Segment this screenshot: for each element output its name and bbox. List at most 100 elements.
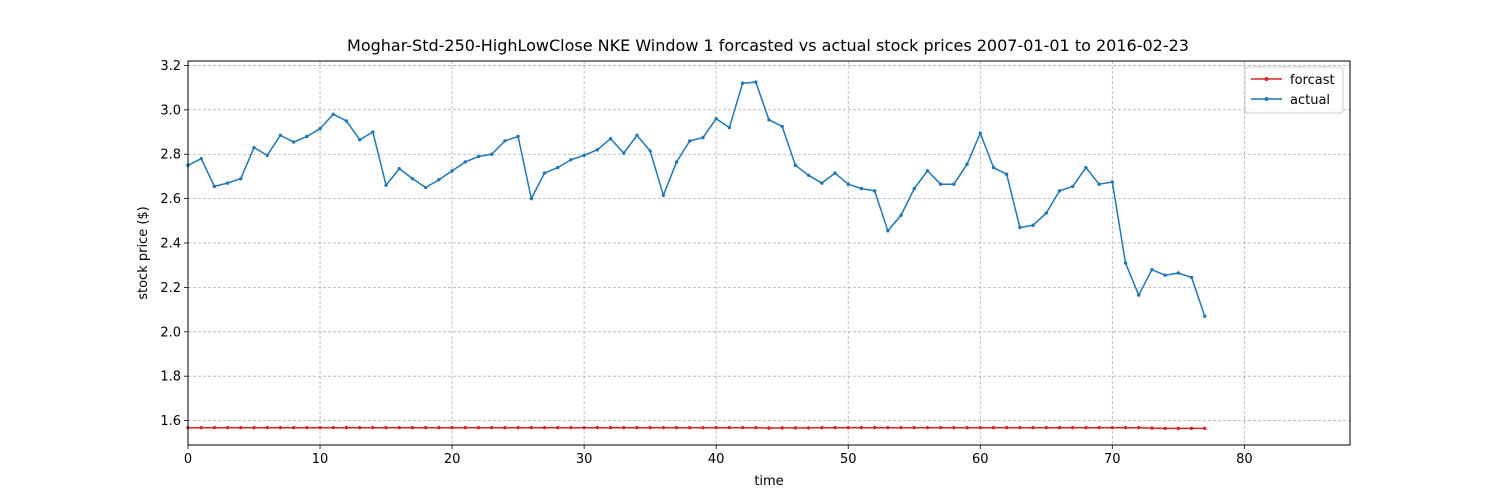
x-tick-label: 30 — [576, 452, 593, 467]
data-point-actual — [410, 176, 415, 181]
legend: forcast actual — [1244, 66, 1344, 114]
data-point-actual — [701, 135, 705, 140]
data-point-forcast — [872, 425, 877, 430]
y-tick-label: 2.6 — [160, 192, 181, 207]
data-point-forcast — [740, 425, 745, 430]
data-point-forcast — [978, 425, 982, 430]
data-point-forcast — [833, 425, 837, 430]
data-point-actual — [357, 138, 362, 142]
grid — [187, 61, 1350, 445]
data-point-actual — [516, 134, 520, 139]
data-point-actual — [767, 118, 771, 122]
ticks: 0 10 20 30 40 50 60 70 80 1.6 1.8 2.0 2.2 2.4 2.6 2.8 3.… — [160, 59, 1252, 467]
y-tick-label: 2.2 — [160, 281, 181, 296]
data-point-actual — [1057, 189, 1062, 193]
data-point-actual — [490, 152, 494, 156]
data-point-actual — [542, 171, 547, 175]
data-point-forcast — [569, 425, 573, 430]
data-point-actual — [780, 124, 784, 129]
data-point-forcast — [516, 425, 520, 430]
data-point-forcast — [291, 425, 296, 430]
data-point-forcast — [780, 426, 784, 430]
legend-forcast-label: forcast — [1290, 73, 1335, 88]
data-point-forcast — [701, 425, 705, 430]
data-point-forcast — [767, 426, 771, 430]
data-point-actual — [622, 151, 626, 155]
data-point-forcast — [846, 425, 850, 430]
data-point-forcast — [886, 425, 890, 430]
data-point-actual — [437, 178, 441, 182]
data-point-forcast — [225, 425, 230, 430]
series-line-forcast — [188, 426, 1205, 430]
data-point-forcast — [1189, 426, 1194, 431]
data-point-forcast — [727, 425, 732, 430]
y-axis-label: stock price ($) — [136, 206, 151, 300]
data-point-forcast — [503, 425, 507, 430]
data-point-forcast — [661, 425, 666, 430]
series-actual — [186, 80, 1207, 318]
data-point-forcast — [1031, 425, 1035, 430]
data-point-actual — [1110, 180, 1115, 184]
data-point-actual — [1137, 293, 1141, 297]
data-point-actual — [318, 126, 322, 131]
series-layer — [186, 80, 1207, 431]
data-point-actual — [688, 139, 692, 143]
data-point-forcast — [239, 425, 243, 430]
data-point-actual — [225, 181, 230, 185]
data-point-actual — [886, 229, 890, 233]
data-point-actual — [199, 156, 203, 161]
data-point-actual — [912, 186, 916, 191]
data-point-actual — [463, 160, 467, 164]
data-point-actual — [239, 176, 243, 181]
data-point-forcast — [674, 425, 679, 430]
y-tick-label: 2.4 — [160, 237, 181, 252]
data-point-forcast — [318, 425, 322, 430]
data-point-forcast — [437, 425, 441, 430]
data-point-forcast — [1137, 425, 1141, 430]
data-point-actual — [569, 158, 573, 162]
data-point-forcast — [806, 426, 811, 430]
data-point-actual — [212, 184, 217, 189]
data-point-forcast — [357, 425, 362, 430]
data-point-forcast — [344, 425, 349, 430]
data-point-forcast — [608, 425, 613, 430]
data-point-actual — [635, 133, 639, 138]
legend-actual-label: actual — [1290, 93, 1330, 108]
data-point-actual — [423, 185, 428, 190]
data-point-forcast — [1123, 425, 1128, 430]
data-point-forcast — [1097, 425, 1101, 430]
data-point-forcast — [1044, 425, 1048, 430]
data-point-forcast — [556, 425, 560, 430]
data-point-actual — [859, 186, 864, 191]
data-point-forcast — [622, 425, 626, 430]
data-point-actual — [793, 163, 798, 168]
data-point-actual — [991, 165, 996, 170]
data-point-forcast — [1071, 425, 1075, 430]
data-point-forcast — [938, 425, 943, 430]
data-point-forcast — [212, 425, 217, 430]
data-point-forcast — [1150, 426, 1154, 430]
y-tick-label: 3.2 — [160, 59, 181, 74]
legend-actual-marker — [1264, 97, 1269, 101]
data-point-actual — [608, 136, 613, 141]
data-point-forcast — [529, 425, 534, 430]
data-point-actual — [305, 134, 309, 139]
series-forcast — [186, 425, 1207, 431]
data-point-actual — [872, 189, 877, 193]
data-point-actual — [1123, 261, 1128, 265]
data-point-forcast — [1084, 425, 1088, 430]
data-point-actual — [938, 182, 943, 186]
data-point-forcast — [265, 425, 269, 430]
x-tick-label: 40 — [708, 452, 725, 467]
data-point-actual — [503, 139, 507, 143]
plot-frame — [187, 60, 1351, 446]
data-point-forcast — [384, 425, 388, 430]
data-point-forcast — [423, 425, 428, 430]
y-tick-label: 1.6 — [160, 414, 181, 429]
data-point-actual — [1084, 165, 1088, 170]
data-point-forcast — [688, 425, 692, 430]
x-tick-label: 50 — [840, 452, 857, 467]
data-point-actual — [648, 149, 652, 153]
x-axis-label: time — [754, 474, 783, 489]
